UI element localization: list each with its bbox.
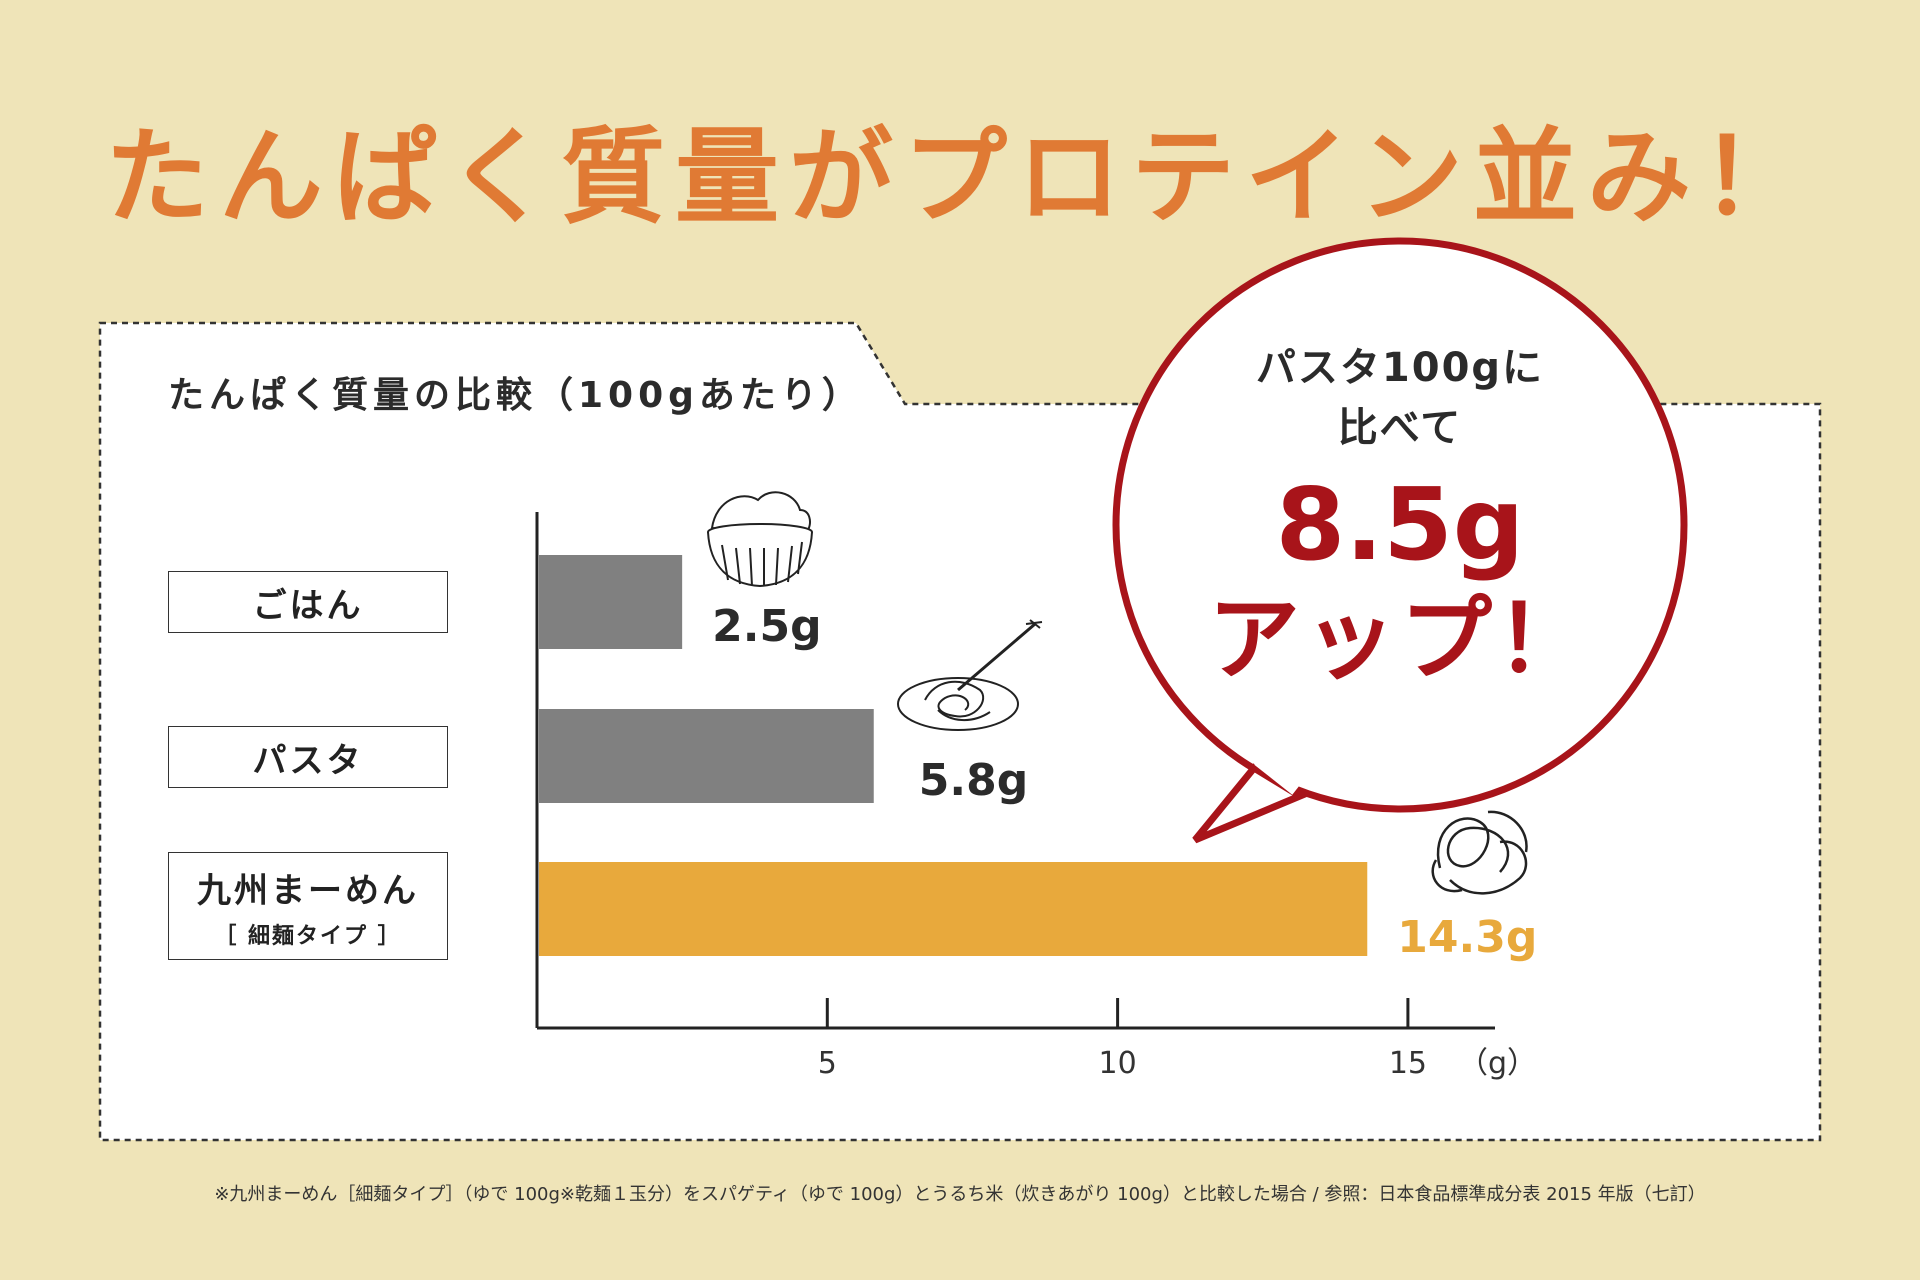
speech-bubble xyxy=(1112,237,1688,844)
rice-bowl-icon xyxy=(707,491,813,588)
bubble-line2: 比べて xyxy=(1337,405,1463,451)
bar-2 xyxy=(539,862,1368,956)
bubble-line1: パスタ100gに xyxy=(1255,345,1545,391)
bubble-intro: パスタ100gに 比べて xyxy=(1110,338,1690,458)
category-label-pasta: パスタ xyxy=(168,726,448,788)
chart-title: たんぱく質量の比較（100gあたり） xyxy=(168,375,863,416)
category-name: ごはん xyxy=(252,585,364,626)
noodles-icon xyxy=(1431,810,1528,895)
ticks-group: 5 10 15 xyxy=(818,998,1427,1081)
pasta-plate-icon xyxy=(897,619,1043,731)
bar-1 xyxy=(539,709,874,803)
footnote: ※九州まーめん［細麺タイプ］（ゆで 100g※乾麺１玉分）をスパゲティ（ゆで 1… xyxy=(214,1184,1706,1205)
tick-label-2: 15 xyxy=(1389,1046,1427,1081)
category-label-mamen: 九州まーめん ［ 細麺タイプ ］ xyxy=(168,852,448,960)
bars-group xyxy=(539,555,1368,956)
value-label-0: 2.5g xyxy=(712,601,821,652)
tick-label-0: 5 xyxy=(818,1046,837,1081)
value-label-1: 5.8g xyxy=(919,755,1028,806)
bubble-action: アップ！ xyxy=(1207,586,1592,693)
category-name: 九州まーめん xyxy=(197,870,419,911)
category-subname: ［ 細麺タイプ ］ xyxy=(214,923,402,949)
bubble-amount: 8.5g xyxy=(1275,466,1525,583)
category-label-rice: ごはん xyxy=(168,571,448,633)
value-label-2: 14.3g xyxy=(1397,912,1537,963)
tick-label-1: 10 xyxy=(1099,1046,1137,1081)
value-labels-group: 2.5g 5.8g 14.3g xyxy=(712,601,1537,963)
category-name: パスタ xyxy=(252,740,364,781)
headline: たんぱく質量がプロテイン並み！ xyxy=(104,116,1815,238)
bar-0 xyxy=(539,555,683,649)
x-unit-label: （g） xyxy=(1458,1046,1537,1081)
